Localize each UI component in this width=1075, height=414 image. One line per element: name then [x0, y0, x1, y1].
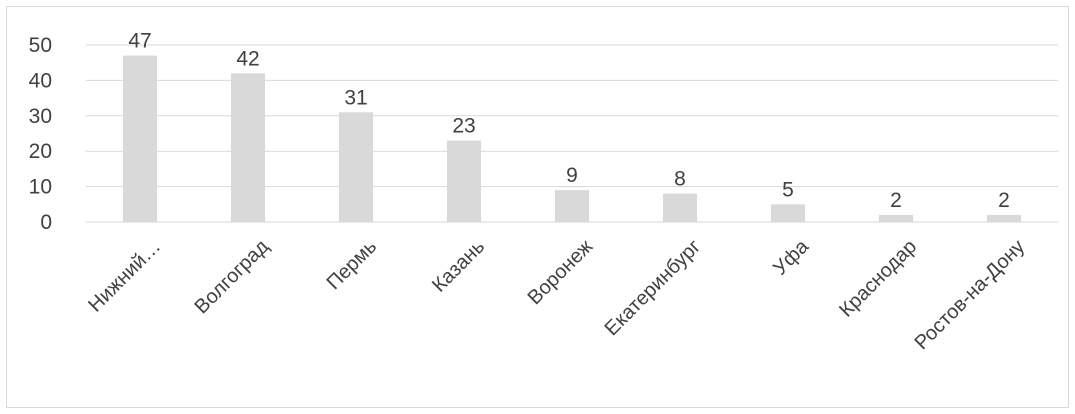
bar-8 — [987, 215, 1021, 222]
bar-1 — [231, 73, 265, 222]
data-label-5: 8 — [674, 168, 686, 191]
y-tick-label-10: 10 — [29, 176, 52, 199]
category-label-1: Волгоград — [190, 235, 273, 318]
category-label-2: Пермь — [323, 236, 382, 295]
bar-2 — [339, 112, 373, 222]
bar-3 — [447, 141, 481, 222]
category-label-3: Казань — [428, 236, 489, 297]
y-tick-label-40: 40 — [29, 69, 52, 92]
category-label-7: Краснодар — [835, 236, 921, 322]
data-label-7: 2 — [890, 189, 902, 212]
y-tick-label-20: 20 — [29, 140, 52, 163]
data-label-2: 31 — [344, 86, 367, 109]
bar-5 — [663, 194, 697, 222]
data-label-6: 5 — [782, 178, 794, 201]
category-label-8: Ростов-на-Дону — [911, 236, 1030, 355]
data-label-8: 2 — [998, 189, 1010, 212]
bar-4 — [555, 190, 589, 222]
category-label-6: Уфа — [769, 235, 814, 280]
bar-0 — [123, 56, 157, 222]
data-label-1: 42 — [236, 47, 259, 70]
y-tick-label-50: 50 — [29, 34, 52, 57]
y-tick-label-0: 0 — [40, 211, 52, 234]
data-label-0: 47 — [128, 30, 151, 53]
y-tick-label-30: 30 — [29, 105, 52, 128]
data-label-4: 9 — [566, 164, 578, 187]
category-label-0: Нижний… — [84, 236, 165, 317]
bar-7 — [879, 215, 913, 222]
category-label-4: Воронеж — [524, 235, 598, 309]
data-label-3: 23 — [452, 115, 475, 138]
category-label-5: Екатеринбург — [601, 236, 706, 341]
bar-6 — [771, 204, 805, 222]
